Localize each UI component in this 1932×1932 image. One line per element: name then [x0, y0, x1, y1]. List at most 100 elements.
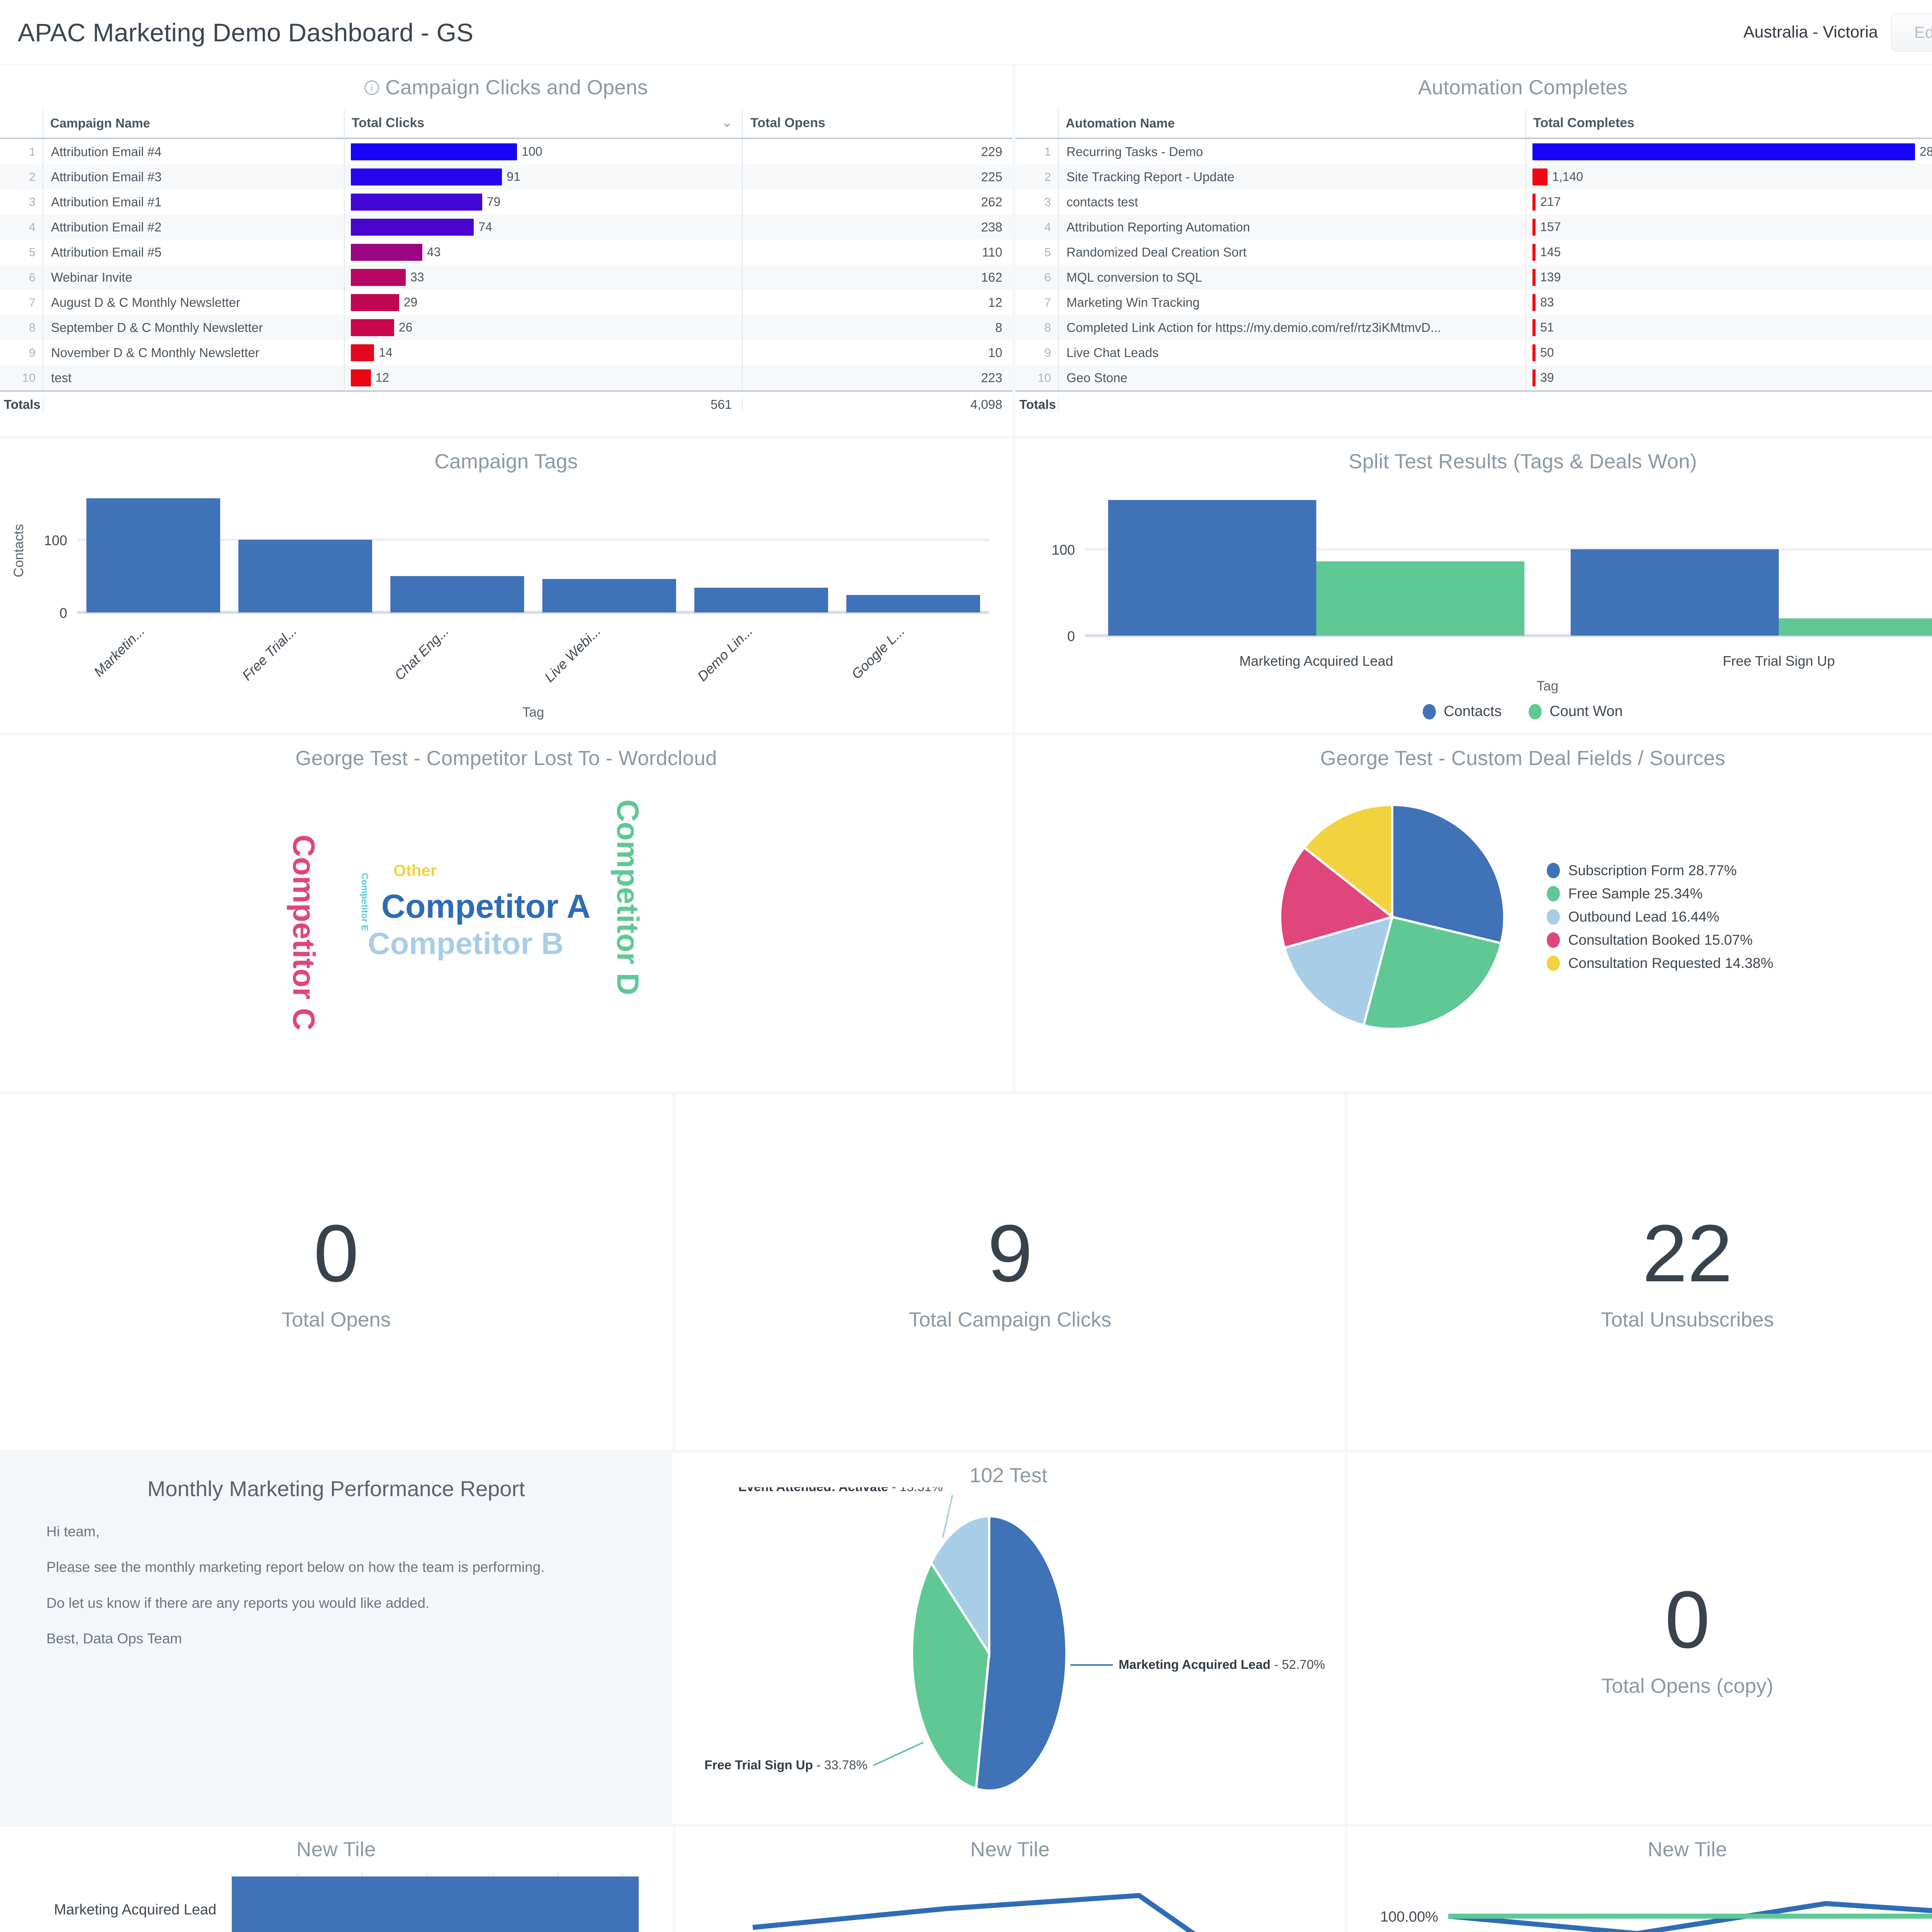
bar[interactable] [1779, 618, 1932, 636]
chart-title-completion: New Tile [1648, 1838, 1727, 1861]
tags-contacts-hbar-chart[interactable]: 0255075100125150Marketing Acquired LeadF… [0, 1861, 672, 1932]
bar[interactable] [86, 498, 220, 612]
row-clicks-cell: 79 [344, 189, 742, 214]
table-row[interactable]: 7 Marketing Win Tracking 83 [1015, 290, 1932, 315]
bar[interactable] [1570, 549, 1779, 636]
table-row[interactable]: 9 Live Chat Leads 50 [1015, 340, 1932, 365]
header-total-clicks[interactable]: Total Clicks ⌄ [344, 109, 742, 138]
campaign-tags-chart[interactable]: Marketin... Free Trial... Chat Eng... Live … [0, 473, 1012, 728]
split-test-chart[interactable]: Marketing Acquired Lead Free Trial Sign U… [1015, 473, 1932, 701]
header-campaign-name[interactable]: Campaign Name [43, 109, 344, 138]
edit-button[interactable]: Edit [1891, 13, 1932, 51]
legend-item[interactable]: Subscription Form 28.77% [1546, 862, 1774, 879]
legend-swatch [1546, 956, 1560, 971]
header-automation-name[interactable]: Automation Name [1058, 109, 1526, 138]
table-row[interactable]: 10 Geo Stone 39 [1015, 365, 1932, 390]
table-row[interactable]: 3 Attribution Email #1 79 262 [0, 189, 1012, 214]
pie-slice[interactable] [1302, 803, 1393, 920]
completion-rate-line-chart[interactable]: 0.00%50.00%100.00%NovemberDecemberJanuar… [1348, 1861, 1932, 1932]
bar[interactable] [390, 576, 524, 612]
row-wordcloud-pie: George Test - Competitor Lost To - Wordc… [0, 733, 1932, 1091]
deal-fields-pie-chart[interactable] [1272, 797, 1512, 1037]
table-row[interactable]: 10 test 12 223 [0, 365, 1012, 390]
pie-slice[interactable] [930, 1515, 990, 1658]
chart-title-hbar: New Tile [296, 1838, 376, 1861]
table-row[interactable]: 8 Completed Link Action for https://my.de… [1015, 315, 1932, 340]
table-row[interactable]: 3 contacts test 217 [1015, 189, 1932, 214]
bar[interactable] [846, 595, 980, 612]
tile-entries-line: New Tile 01,000NovemberDecemberJanuary '… [672, 1827, 1345, 1932]
legend-item[interactable]: Consultation Requested 14.38% [1546, 955, 1773, 971]
legend-swatch [1546, 932, 1560, 948]
table-row[interactable]: 2 Site Tracking Report - Update 1,140 [1015, 164, 1932, 189]
table-row[interactable]: 4 Attribution Email #2 74 238 [0, 214, 1012, 240]
kpi-total-opens-copy: 0 Total Opens (copy) [1348, 1453, 1932, 1824]
entries-line-chart[interactable]: 01,000NovemberDecemberJanuary '21Februar… [675, 1861, 1348, 1932]
row-opens-value: 110 [742, 240, 1012, 265]
pie-slice[interactable] [1391, 803, 1505, 945]
row-report-pie-kpi: Monthly Marketing Performance Report Hi … [0, 1450, 1932, 1824]
campaign-table-body: 1 Attribution Email #4 100 229 2 Attribution … [0, 139, 1012, 390]
x-tick-label: Live Webi... [541, 623, 604, 685]
report-line-1: Hi team, [46, 1524, 100, 1539]
legend-item[interactable]: Contacts [1423, 703, 1502, 720]
row-index: 4 [29, 220, 36, 234]
table-row[interactable]: 6 Webinar Invite 33 162 [0, 265, 1012, 290]
row-clicks-bar [351, 243, 422, 261]
row-automation-name: Attribution Reporting Automation [1058, 214, 1526, 240]
table-row[interactable]: 6 MQL conversion to SQL 139 [1015, 265, 1932, 290]
table-row[interactable]: 5 Randomized Deal Creation Sort 145 [1015, 240, 1932, 265]
table-row[interactable]: 9 November D & C Monthly Newsletter 14 10 [0, 340, 1012, 365]
table-row[interactable]: 2 Attribution Email #3 91 225 [0, 164, 1012, 189]
pie-slice[interactable] [1279, 846, 1395, 949]
wordcloud-word[interactable]: Competitor A [381, 888, 591, 925]
wordcloud-stage[interactable]: Competitor A Competitor B Competitor C Comp… [0, 770, 1012, 1064]
pie-slice[interactable] [1283, 915, 1394, 1027]
wordcloud-word[interactable]: Competitor B [367, 926, 564, 961]
wordcloud-word[interactable]: Other [393, 861, 437, 879]
table-row[interactable]: 4 Attribution Reporting Automation 157 [1015, 214, 1932, 240]
wordcloud-word[interactable]: Competitor E [359, 873, 370, 931]
bar[interactable] [232, 1876, 639, 1932]
legend-item[interactable]: Outbound Lead 16.44% [1546, 909, 1774, 925]
legend-swatch [1546, 863, 1560, 878]
102-test-pie-chart[interactable]: Marketing Acquired Lead - 52.70% Free Tri… [672, 1480, 1345, 1820]
header-total-completes[interactable]: Total Completes ⌄ [1526, 109, 1932, 138]
table-row[interactable]: 8 September D & C Monthly Newsletter 26 8 [0, 315, 1012, 340]
line-series[interactable] [752, 1893, 1332, 1932]
bar[interactable] [1316, 561, 1525, 636]
pie-slice[interactable] [1362, 915, 1503, 1030]
row-automation-name: Randomized Deal Creation Sort [1058, 240, 1526, 265]
row-clicks-bar [351, 269, 406, 286]
bar[interactable] [238, 539, 372, 612]
row-bar-charts: Campaign Tags Marketin... Free Trial... Ch… [0, 436, 1932, 733]
pie-slice[interactable] [911, 1560, 991, 1790]
table-row[interactable]: 5 Attribution Email #5 43 110 [0, 240, 1012, 265]
table-row[interactable]: 1 Attribution Email #4 100 229 [0, 139, 1012, 164]
row-completes-value: 39 [1540, 371, 1554, 384]
row-completes-value: 1,140 [1552, 170, 1583, 184]
bar[interactable] [542, 579, 676, 612]
row-index: 6 [29, 270, 36, 284]
row-campaign-name: test [43, 365, 344, 390]
pie-slice[interactable] [975, 1515, 1068, 1792]
chevron-down-icon[interactable]: ⌄ [722, 117, 732, 129]
bar[interactable] [1108, 500, 1316, 636]
row-completes-bar [1532, 243, 1536, 261]
legend-item[interactable]: Count Won [1529, 703, 1623, 720]
table-row[interactable]: 1 Recurring Tasks - Demo 28,956 [1015, 139, 1932, 164]
wordcloud-word[interactable]: Competitor C [287, 835, 321, 1031]
bar[interactable] [694, 588, 828, 612]
tile-kpi-total-campaign-clicks: 9 Total Campaign Clicks [672, 1094, 1345, 1450]
row-opens-value: 262 [742, 189, 1012, 214]
header-total-opens[interactable]: Total Opens [742, 109, 1012, 138]
info-icon[interactable]: i [364, 80, 379, 95]
legend-item[interactable]: Consultation Booked 15.07% [1546, 932, 1774, 948]
table-row[interactable]: 7 August D & C Monthly Newsletter 29 12 [0, 290, 1012, 315]
totals-label: Totals [4, 397, 41, 412]
legend-item[interactable]: Free Sample 25.34% [1546, 886, 1774, 902]
row-index: 8 [29, 320, 36, 334]
leader-line [873, 1742, 924, 1766]
wordcloud-word[interactable]: Competitor D [611, 799, 645, 995]
automation-table: Automation Name Total Completes ⌄ 1 Recur… [1015, 109, 1932, 417]
